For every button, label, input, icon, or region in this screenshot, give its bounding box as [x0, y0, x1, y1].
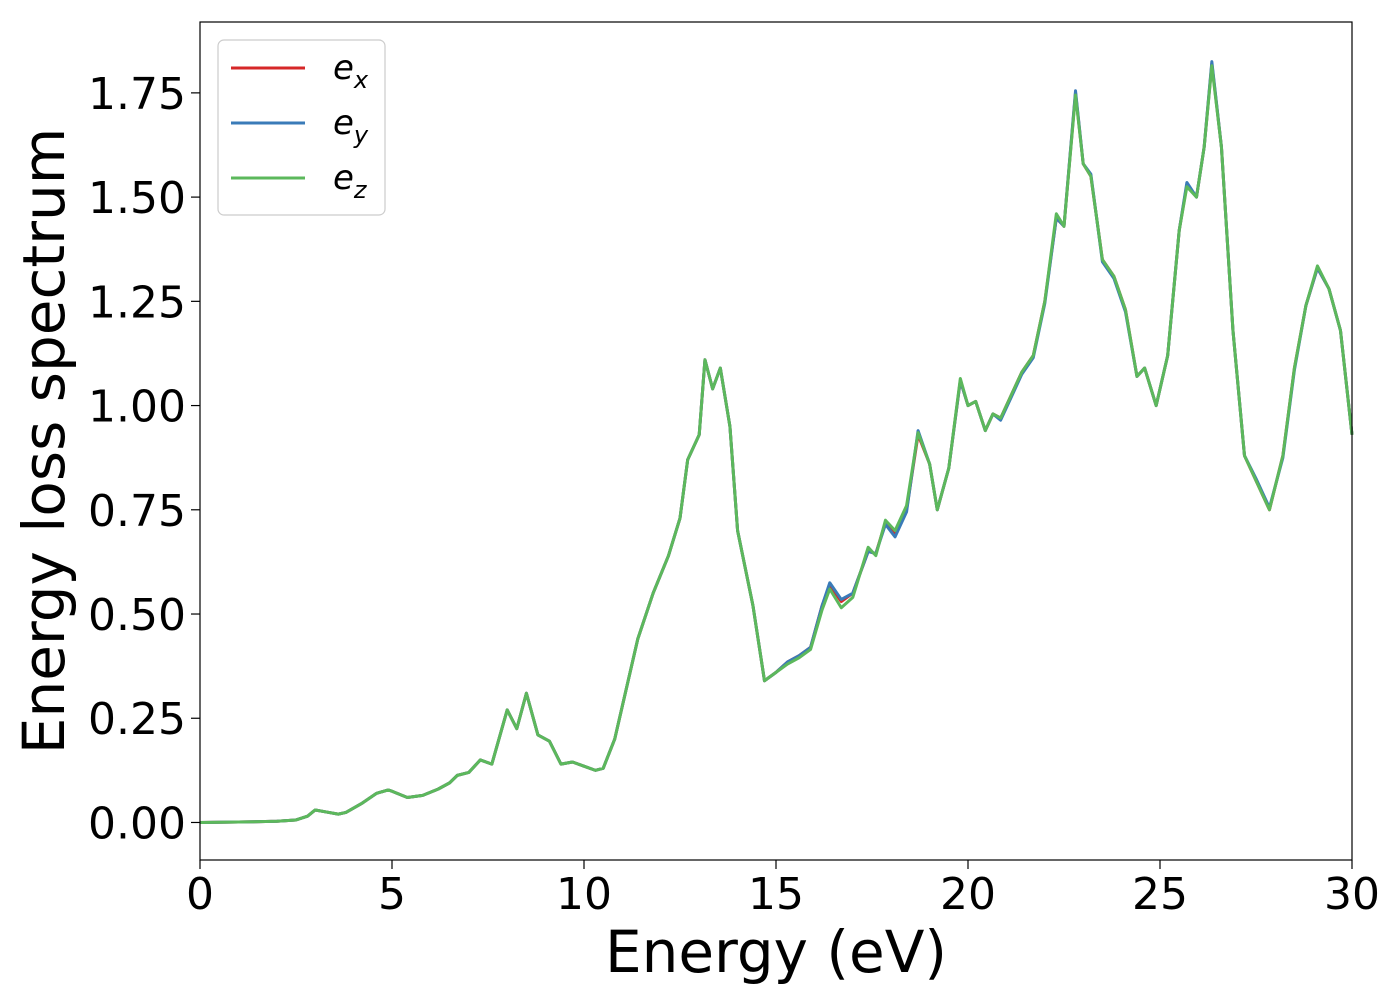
y-tick-label: 0.25 [88, 694, 186, 745]
legend-box [217, 39, 386, 216]
y-axis-label: Energy loss spectrum [10, 128, 78, 754]
y-tick-label: 0.50 [88, 590, 186, 641]
x-tick-label: 30 [1324, 869, 1380, 920]
y-tick-label: 1.50 [88, 173, 186, 224]
x-axis-label: Energy (eV) [605, 918, 947, 986]
x-axis: 0 5 10 15 20 25 30 [186, 860, 1380, 920]
series-layer [199, 60, 1354, 824]
x-tick-label: 20 [940, 869, 996, 920]
x-tick-label: 0 [186, 869, 214, 920]
series-line-e_z [199, 64, 1354, 824]
y-tick-label: 0.00 [88, 798, 186, 849]
x-tick-label: 5 [378, 869, 406, 920]
legend-label-e_z: ez [333, 158, 368, 204]
x-tick-label: 10 [556, 869, 612, 920]
y-tick-label: 1.25 [88, 277, 186, 328]
y-tick-label: 0.75 [88, 486, 186, 537]
y-axis: 0.00 0.25 0.50 0.75 1.00 1.25 1.50 1.75 [88, 69, 200, 849]
legend-label-e_y: ey [333, 103, 369, 149]
x-tick-label: 15 [748, 869, 804, 920]
y-tick-label: 1.75 [88, 69, 186, 120]
legend-label-e_x: ex [333, 48, 369, 94]
x-tick-label: 25 [1132, 869, 1188, 920]
y-tick-label: 1.00 [88, 382, 186, 433]
legend: ex ey ez [217, 39, 386, 216]
